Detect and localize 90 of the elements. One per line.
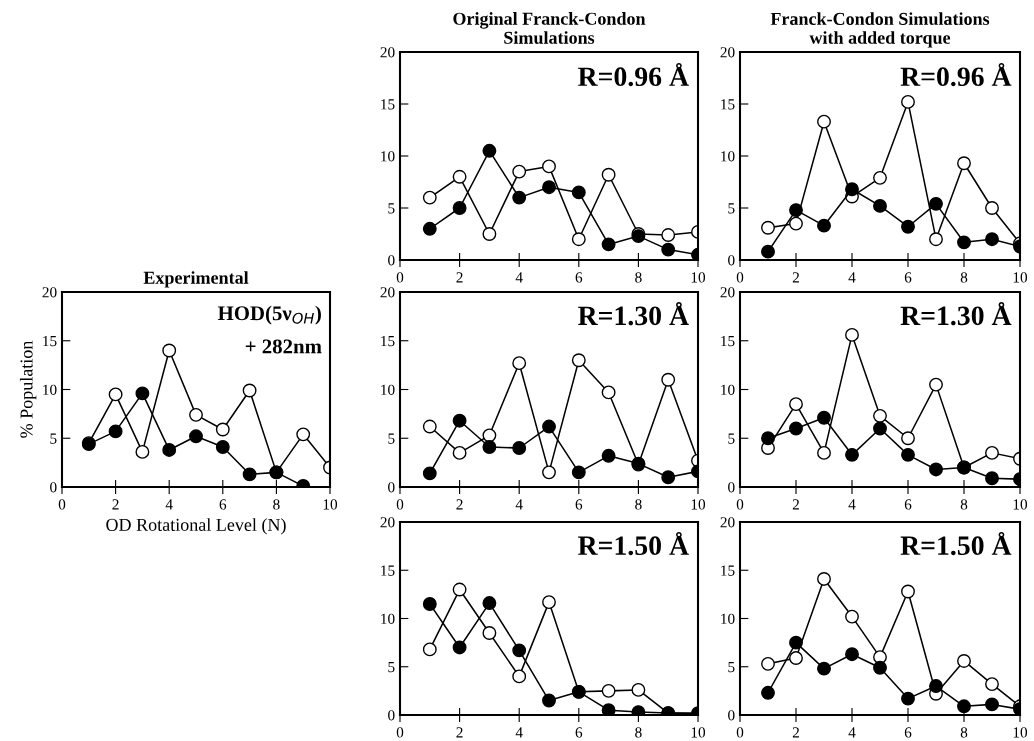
y-tick-label: 15 [381, 565, 395, 576]
x-tick-label: 8 [273, 499, 280, 510]
x-tick-label: 0 [736, 727, 744, 738]
y-tick-label: 0 [388, 710, 395, 721]
annotation: R=0.96 Å [578, 62, 689, 87]
x-tick-label: 0 [736, 499, 744, 510]
y-tick-label: 15 [721, 335, 735, 347]
x-tick-label: 0 [396, 727, 404, 738]
x-tick-label: 8 [635, 727, 642, 738]
y-tick-label: 0 [388, 482, 395, 493]
x-tick-label: 6 [904, 727, 912, 738]
y-tick-label: 10 [381, 151, 395, 162]
x-tick-label: 10 [691, 499, 706, 510]
y-tick-label: 15 [381, 99, 395, 110]
x-tick-label: 10 [1013, 499, 1028, 510]
y-tick-label: 5 [388, 433, 395, 444]
x-tick-label: 4 [848, 499, 856, 510]
y-tick-label: 0 [50, 482, 57, 493]
x-tick-label: 8 [635, 499, 642, 510]
x-tick-label: 2 [456, 727, 463, 738]
y-tick-label: 5 [50, 433, 57, 444]
x-tick-label: 2 [456, 272, 463, 283]
x-tick-label: 4 [165, 499, 173, 510]
y-axis-title: % Population [19, 340, 37, 438]
chart-title: Franck-Condon Simulations with added torque [770, 12, 990, 48]
x-tick-label: 0 [58, 499, 66, 510]
y-tick-label: 20 [720, 47, 735, 58]
y-tick-label: 20 [720, 287, 735, 298]
x-tick-label: 2 [792, 272, 799, 283]
y-tick-label: 0 [388, 255, 395, 266]
x-tick-label: 0 [736, 272, 744, 283]
x-tick-label: 8 [635, 272, 642, 283]
y-tick-label: 20 [380, 517, 395, 528]
annotation: R=1.30 Å [900, 302, 1012, 326]
x-tick-label: 6 [904, 272, 912, 283]
x-tick-label: 0 [396, 499, 404, 510]
y-tick-label: 10 [381, 384, 395, 395]
x-tick-label: 10 [691, 727, 706, 738]
x-tick-label: 4 [515, 727, 523, 738]
annotation: R=1.30 Å [578, 302, 689, 326]
x-tick-label: 4 [848, 727, 856, 738]
y-tick-label: 20 [42, 287, 57, 298]
x-tick-label: 2 [112, 499, 119, 510]
x-axis-title: OD Rotational Level (N) [106, 518, 286, 535]
annotation: R=1.50 Å [578, 531, 689, 556]
x-tick-label: 10 [691, 272, 706, 283]
x-tick-label: 4 [515, 499, 523, 510]
y-tick-label: 5 [728, 433, 735, 444]
annotation: R=1.50 Å [900, 531, 1012, 556]
y-tick-label: 0 [728, 255, 735, 266]
annotation: HOD(5ν$_{OH}$) [217, 305, 321, 325]
x-tick-label: 0 [396, 272, 404, 283]
x-tick-label: 6 [904, 499, 912, 510]
x-tick-label: 6 [575, 727, 583, 738]
x-tick-label: 4 [515, 272, 523, 283]
y-tick-label: 5 [728, 203, 735, 214]
y-tick-label: 20 [380, 47, 395, 58]
x-tick-label: 10 [1013, 727, 1028, 738]
y-tick-label: 5 [728, 662, 735, 673]
x-tick-label: 6 [575, 499, 583, 510]
y-tick-label: 20 [720, 517, 735, 528]
x-tick-label: 10 [323, 499, 338, 510]
x-tick-label: 10 [1013, 272, 1028, 283]
chart-title: Original Franck-Condon Simulations [453, 12, 646, 44]
y-tick-label: 15 [721, 99, 735, 110]
y-tick-label: 10 [721, 613, 735, 624]
x-tick-label: 6 [219, 499, 227, 510]
y-tick-label: 10 [721, 151, 735, 162]
y-tick-label: 15 [381, 335, 395, 347]
y-tick-label: 10 [721, 384, 735, 395]
y-tick-label: 10 [381, 613, 395, 624]
x-tick-label: 2 [792, 727, 799, 738]
x-tick-label: 8 [960, 272, 968, 283]
x-tick-label: 6 [575, 272, 583, 283]
x-tick-label: 2 [456, 499, 463, 510]
y-tick-label: 20 [380, 287, 395, 298]
y-tick-label: 15 [721, 565, 735, 576]
annotation: + 282nm [245, 339, 322, 354]
chart-title: Experimental [143, 271, 249, 288]
y-tick-label: 0 [728, 482, 735, 493]
x-tick-label: 8 [960, 727, 968, 738]
x-tick-label: 4 [848, 272, 856, 283]
x-tick-label: 2 [792, 499, 799, 510]
y-tick-label: 0 [728, 710, 735, 721]
x-tick-label: 8 [960, 499, 968, 510]
y-tick-label: 5 [388, 203, 395, 214]
y-tick-label: 10 [43, 384, 57, 395]
y-tick-label: 15 [43, 335, 57, 347]
annotation: R=0.96 Å [900, 62, 1012, 87]
y-tick-label: 5 [388, 662, 395, 673]
